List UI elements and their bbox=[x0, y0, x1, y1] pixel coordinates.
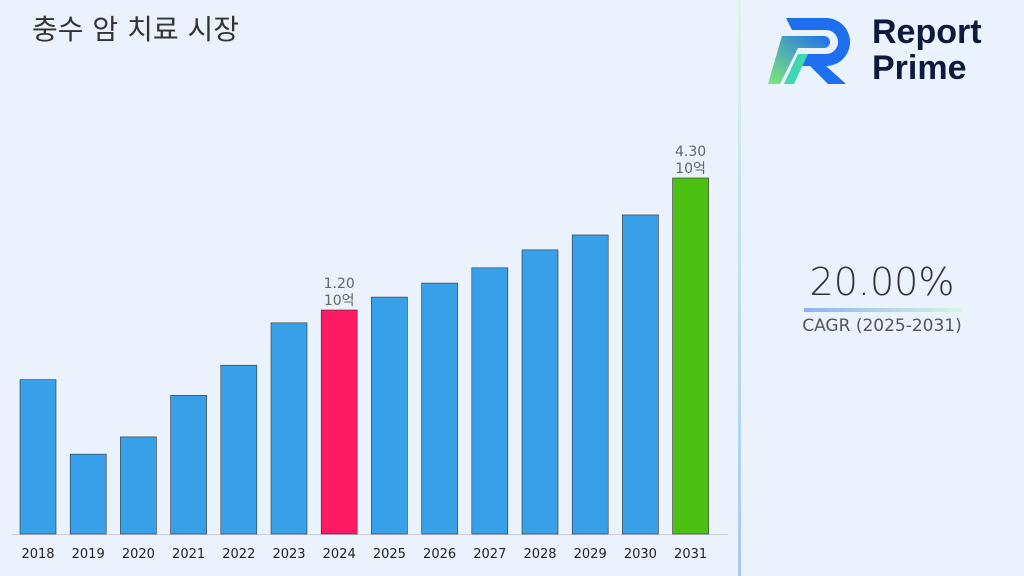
x-tick-label: 2021 bbox=[172, 547, 205, 562]
x-tick-label: 2027 bbox=[473, 547, 506, 562]
bar-2018 bbox=[19, 379, 57, 535]
x-tick-label: 2026 bbox=[423, 547, 456, 562]
bar-2023 bbox=[270, 322, 308, 535]
cagr-value: 20.00% bbox=[809, 260, 955, 304]
bar-2031 bbox=[672, 177, 709, 535]
x-tick-label: 2030 bbox=[624, 547, 657, 562]
x-tick-label: 2018 bbox=[21, 547, 54, 562]
data-label: 1.20 bbox=[324, 276, 355, 292]
bar-2028 bbox=[521, 249, 559, 535]
cagr-underline bbox=[804, 308, 962, 312]
bar-2027 bbox=[471, 267, 509, 535]
bar-2024 bbox=[320, 309, 358, 535]
logo-mark-icon bbox=[768, 18, 850, 84]
cagr-label: CAGR (2025-2031) bbox=[802, 316, 962, 336]
x-tick-label: 2020 bbox=[122, 547, 155, 562]
bar-2025 bbox=[371, 296, 408, 535]
bar-2030 bbox=[622, 214, 659, 535]
logo-text-report: Report bbox=[872, 13, 982, 51]
x-tick-label: 2028 bbox=[523, 547, 556, 562]
bar-2026 bbox=[421, 282, 458, 535]
bar-2020 bbox=[120, 436, 157, 535]
bar-2022 bbox=[220, 364, 258, 535]
x-tick-label: 2022 bbox=[222, 547, 255, 562]
divider bbox=[738, 0, 741, 576]
x-tick-label: 2024 bbox=[323, 547, 356, 562]
data-label: 10억 bbox=[324, 293, 355, 309]
bar-2019 bbox=[69, 453, 107, 535]
data-label: 4.30 bbox=[675, 144, 706, 160]
bar-2021 bbox=[170, 395, 207, 535]
x-tick-label: 2023 bbox=[272, 547, 305, 562]
x-tick-label: 2031 bbox=[674, 547, 707, 562]
report-prime-logo: Report Prime bbox=[768, 14, 1008, 90]
bar-2029 bbox=[571, 234, 609, 535]
x-tick-label: 2029 bbox=[574, 547, 607, 562]
data-label: 10억 bbox=[675, 161, 706, 177]
chart-title: 충수 암 치료 시장 bbox=[32, 13, 240, 46]
logo-text-prime: Prime bbox=[872, 49, 967, 87]
x-tick-label: 2025 bbox=[373, 547, 406, 562]
x-tick-label: 2019 bbox=[72, 547, 105, 562]
